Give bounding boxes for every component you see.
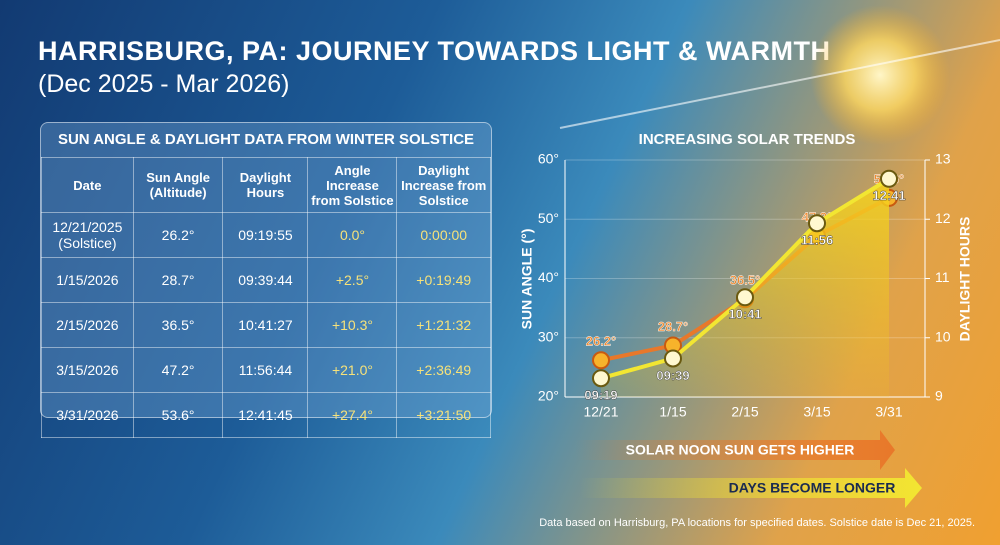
clock-marker — [808, 214, 826, 233]
clock-marker — [592, 369, 610, 388]
x-tick-label: 3/31 — [875, 404, 902, 420]
light-ray — [559, 39, 1000, 129]
table-cell: 28.7° — [132, 257, 224, 303]
y-tick-label: 20° — [538, 388, 559, 404]
table-cell: +2.5° — [307, 257, 398, 303]
table-row: 3/31/2026 53.6° 12:41:45 +27.4° +3:21:50 — [41, 392, 491, 438]
arrow — [575, 430, 895, 470]
footer: Data based on Harrisburg, PA locations f… — [539, 517, 975, 529]
x-tick-label: 2/15 — [731, 404, 758, 420]
sun-glow — [810, 5, 950, 145]
table-cell: 09:19:55 — [222, 212, 309, 258]
y2-tick-label: 12 — [935, 210, 951, 226]
arrow — [580, 468, 922, 508]
table-cell: 53.6° — [132, 392, 224, 438]
table-title: SUN ANGLE & DAYLIGHT DATA FROM WINTER SO… — [57, 131, 475, 148]
clock-marker — [736, 288, 754, 307]
y2-tick-label: 13 — [935, 151, 951, 167]
table-row: 1/15/2026 28.7° 09:39:44 +2.5° +0:19:49 — [41, 257, 491, 303]
column-header: Angle Increase from Solstice — [307, 157, 398, 213]
table-cell: +10.3° — [307, 302, 398, 348]
table-row: 3/15/2026 47.2° 11:56:44 +21.0° +2:36:49 — [41, 347, 491, 393]
table: Date Sun Angle (Altitude) Daylight Hours An… — [41, 157, 491, 438]
table-cell: 1/15/2026 — [41, 257, 134, 303]
table-cell: 3/15/2026 — [41, 347, 134, 393]
y2-tick-label: 10 — [935, 328, 951, 344]
table-cell: +0:19:49 — [396, 257, 491, 303]
y-tick-label: 50° — [538, 210, 559, 226]
clock-marker — [664, 349, 682, 368]
table-cell: 09:39:44 — [222, 257, 309, 303]
table-cell: +2:36:49 — [396, 347, 491, 393]
y-tick-label: 40° — [538, 269, 559, 285]
data-label: 28.7° — [658, 319, 689, 334]
table-cell: +21.0° — [307, 347, 398, 393]
table-cell: 12/21/2025 (Solstice) — [41, 212, 134, 258]
table-cell: +3:21:50 — [396, 392, 491, 438]
sun-marker — [592, 351, 610, 370]
arrow-label: DAYS BECOME LONGER — [729, 480, 896, 496]
y2-axis-label: DAYLIGHT HOURS — [957, 217, 973, 342]
x-tick-label: 3/15 — [803, 404, 830, 420]
table-panel: SUN ANGLE & DAYLIGHT DATA FROM WINTER SO… — [40, 122, 492, 438]
data-label: 11:56 — [801, 233, 834, 248]
table-cell: 12:41:45 — [222, 392, 309, 438]
y2-tick-label: 9 — [935, 388, 943, 404]
y-axis-label: SUN ANGLE (°) — [519, 229, 535, 330]
table-cell: +27.4° — [307, 392, 398, 438]
table-cell: 0.0° — [307, 212, 398, 258]
header-row: Date Sun Angle (Altitude) Daylight Hours An… — [41, 157, 491, 213]
y-tick-label: 60° — [538, 151, 559, 167]
table-cell: 26.2° — [132, 212, 224, 258]
title: HARRISBURG, PA: JOURNEY TOWARDS LIGHT & … — [38, 36, 831, 66]
data-label: 09:39 — [656, 368, 689, 383]
table-cell: 3/31/2026 — [41, 392, 134, 438]
y2-tick-label: 11 — [935, 269, 950, 285]
area — [601, 178, 889, 397]
table-cell: 36.5° — [132, 302, 224, 348]
column-header: Sun Angle (Altitude) — [132, 157, 224, 213]
data-label: 12:41 — [872, 188, 905, 203]
arrow-label: SOLAR NOON SUN GETS HIGHER — [626, 442, 855, 458]
x-tick-label: 12/21 — [583, 404, 618, 420]
table-cell: 47.2° — [132, 347, 224, 393]
subtitle: (Dec 2025 - Mar 2026) — [38, 70, 290, 98]
data-label: 10:41 — [728, 307, 761, 322]
chart-title: INCREASING SOLAR TRENDS — [639, 131, 856, 148]
data-label: 26.2° — [586, 334, 617, 349]
column-header: Daylight Hours — [222, 157, 309, 213]
data-label: 36.5° — [730, 273, 761, 288]
clock-marker — [880, 169, 898, 188]
x-tick-label: 1/15 — [659, 404, 686, 420]
y-tick-label: 30° — [538, 328, 559, 344]
data-label: 09:19 — [584, 388, 617, 403]
